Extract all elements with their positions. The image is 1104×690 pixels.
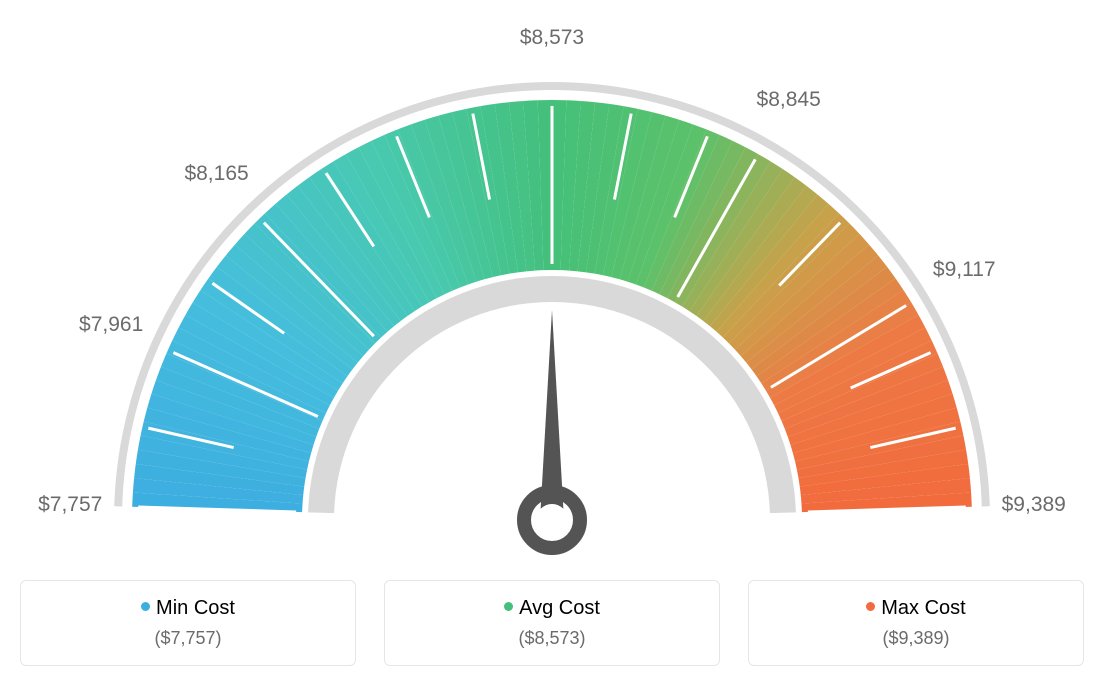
legend-card-max: Max Cost ($9,389) [748, 580, 1084, 666]
legend-value-min: ($7,757) [33, 628, 343, 649]
legend-title-avg: Avg Cost [397, 597, 707, 620]
legend-value-avg: ($8,573) [397, 628, 707, 649]
legend-card-min: Min Cost ($7,757) [20, 580, 356, 666]
legend-value-max: ($9,389) [761, 628, 1071, 649]
gauge-tick-label: $7,757 [38, 493, 102, 517]
legend-label-min: Min Cost [156, 597, 235, 619]
gauge-tick-label: $8,573 [520, 26, 584, 50]
legend-dot-avg [504, 602, 513, 611]
gauge-chart: $7,757 $7,961 $8,165 $8,573 $8,845 $9,117 $9,3… [20, 20, 1084, 560]
legend-title-min: Min Cost [33, 597, 343, 620]
gauge-tick-label: $9,117 [933, 258, 996, 282]
legend-dot-min [141, 602, 150, 611]
legend-label-avg: Avg Cost [519, 597, 600, 619]
cost-gauge-widget: $7,757 $7,961 $8,165 $8,573 $8,845 $9,117 $9,3… [20, 20, 1084, 666]
legend-title-max: Max Cost [761, 597, 1071, 620]
legend-row: Min Cost ($7,757) Avg Cost ($8,573) Max … [20, 580, 1084, 666]
legend-dot-max [866, 602, 875, 611]
gauge-tick-label: $8,165 [184, 162, 248, 186]
gauge-tick-label: $9,389 [1002, 493, 1066, 517]
legend-card-avg: Avg Cost ($8,573) [384, 580, 720, 666]
gauge-tick-label: $7,961 [79, 313, 143, 337]
legend-label-max: Max Cost [881, 597, 965, 619]
gauge-tick-label: $8,845 [757, 88, 821, 112]
gauge-svg [20, 20, 1084, 560]
